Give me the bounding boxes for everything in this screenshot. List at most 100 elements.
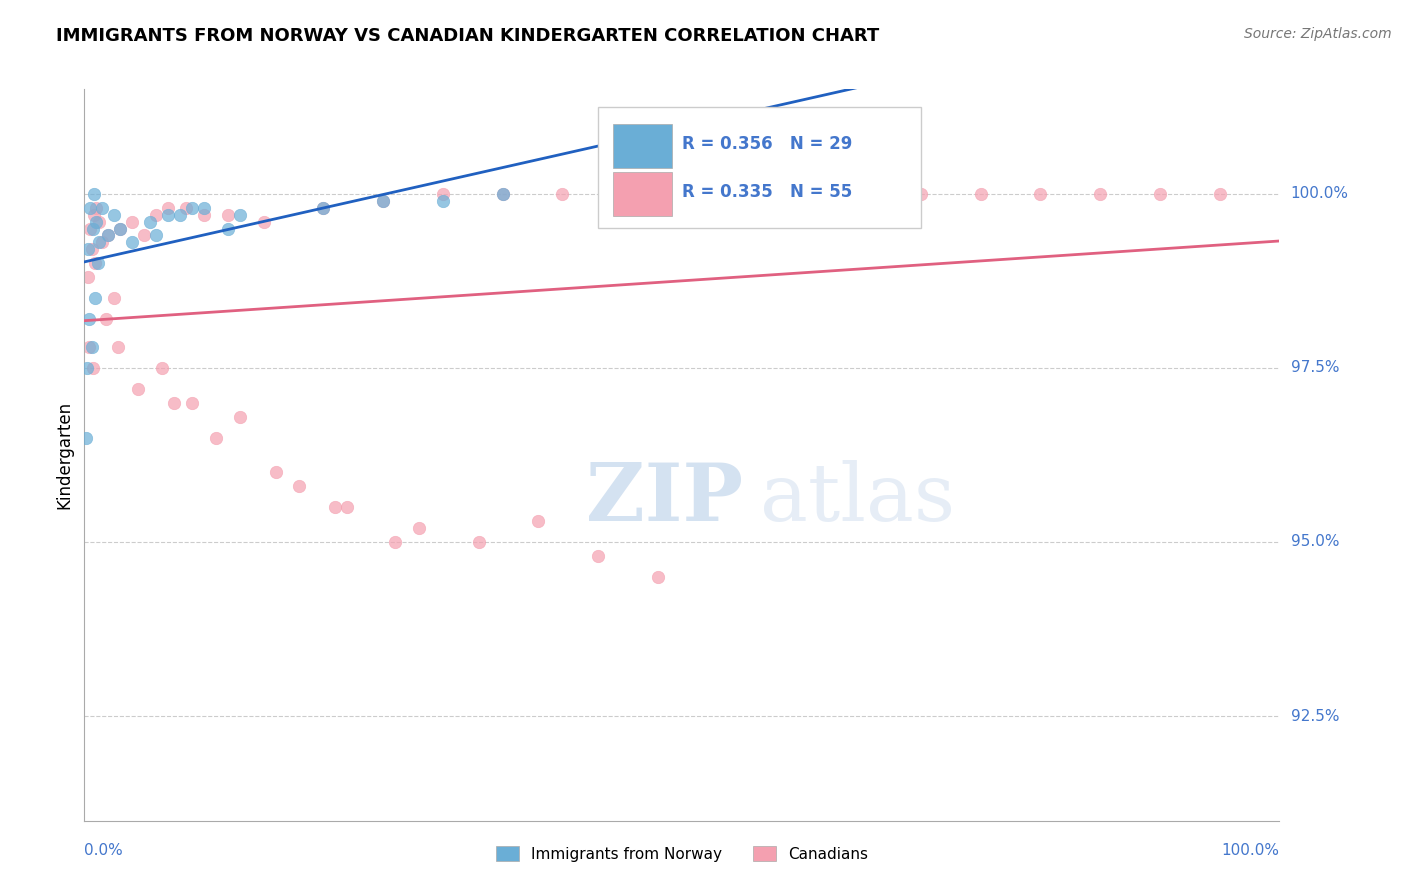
Point [384,535,406,549]
Point [84,256,107,270]
Point [323,500,346,515]
Point [97,228,120,243]
Point [87,214,110,228]
Point [84,214,107,228]
Point [610,186,633,201]
Point [82,360,104,375]
Text: R = 0.335   N = 55: R = 0.335 N = 55 [682,183,852,201]
Point [336,500,359,515]
Text: 100.0%: 100.0% [1291,186,1348,202]
Point [83,208,105,222]
Text: 0.0%: 0.0% [84,843,124,857]
Point [77,340,100,354]
Y-axis label: Kindergarten: Kindergarten [55,401,73,509]
Point [157,201,180,215]
Text: 100.0%: 100.0% [1222,843,1279,857]
Point [253,214,276,228]
Point [1208,186,1230,201]
Point [94,312,117,326]
Point [408,521,430,535]
Point [432,194,454,208]
Text: 95.0%: 95.0% [1291,534,1339,549]
Text: IMMIGRANTS FROM NORWAY VS CANADIAN KINDERGARTEN CORRELATION CHART: IMMIGRANTS FROM NORWAY VS CANADIAN KINDE… [56,27,880,45]
Point [1149,186,1171,201]
Point [77,312,100,326]
Point [467,535,491,549]
FancyBboxPatch shape [599,108,921,228]
Point [86,256,108,270]
Point [79,201,101,215]
Text: Source: ZipAtlas.com: Source: ZipAtlas.com [1244,27,1392,41]
Point [264,466,287,480]
Point [312,201,335,215]
Text: R = 0.356   N = 29: R = 0.356 N = 29 [682,135,852,153]
Point [87,235,110,250]
Point [731,186,754,201]
Point [83,186,105,201]
Point [193,208,215,222]
Point [432,186,454,201]
Point [193,201,215,215]
Text: 92.5%: 92.5% [1291,708,1339,723]
Point [551,186,574,201]
Point [180,201,202,215]
Point [1029,186,1052,201]
Point [228,409,250,424]
Text: 97.5%: 97.5% [1291,360,1339,376]
Point [150,360,173,375]
Point [121,214,143,228]
Point [91,235,114,250]
Point [77,270,100,285]
Point [1088,186,1111,201]
Point [180,395,202,409]
Point [80,340,103,354]
Point [127,382,149,396]
Point [103,291,125,305]
Point [205,430,228,444]
Point [217,221,239,235]
Point [84,291,107,305]
Text: ZIP: ZIP [586,459,744,538]
Point [849,186,872,201]
Point [288,479,311,493]
Point [169,208,191,222]
Point [790,186,813,201]
Point [110,221,132,235]
Point [110,221,132,235]
Point [80,243,103,257]
FancyBboxPatch shape [613,172,672,216]
Point [76,360,98,375]
Point [671,186,693,201]
Point [97,228,120,243]
Point [647,570,669,584]
Point [132,228,156,243]
Point [82,221,104,235]
Point [75,430,97,444]
Point [910,186,932,201]
Point [145,208,167,222]
Point [121,235,143,250]
Point [91,201,114,215]
FancyBboxPatch shape [613,124,672,169]
Point [103,208,125,222]
Point [107,340,129,354]
Point [371,194,394,208]
Point [588,549,610,563]
Point [139,214,162,228]
Text: atlas: atlas [759,459,955,538]
Point [157,208,180,222]
Point [145,228,167,243]
Point [970,186,993,201]
Point [492,186,515,201]
Point [527,514,550,528]
Point [174,201,197,215]
Legend: Immigrants from Norway, Canadians: Immigrants from Norway, Canadians [489,839,875,868]
Point [492,186,515,201]
Point [79,221,101,235]
Point [312,201,335,215]
Point [77,243,100,257]
Point [371,194,394,208]
Point [217,208,239,222]
Point [84,201,107,215]
Point [228,208,250,222]
